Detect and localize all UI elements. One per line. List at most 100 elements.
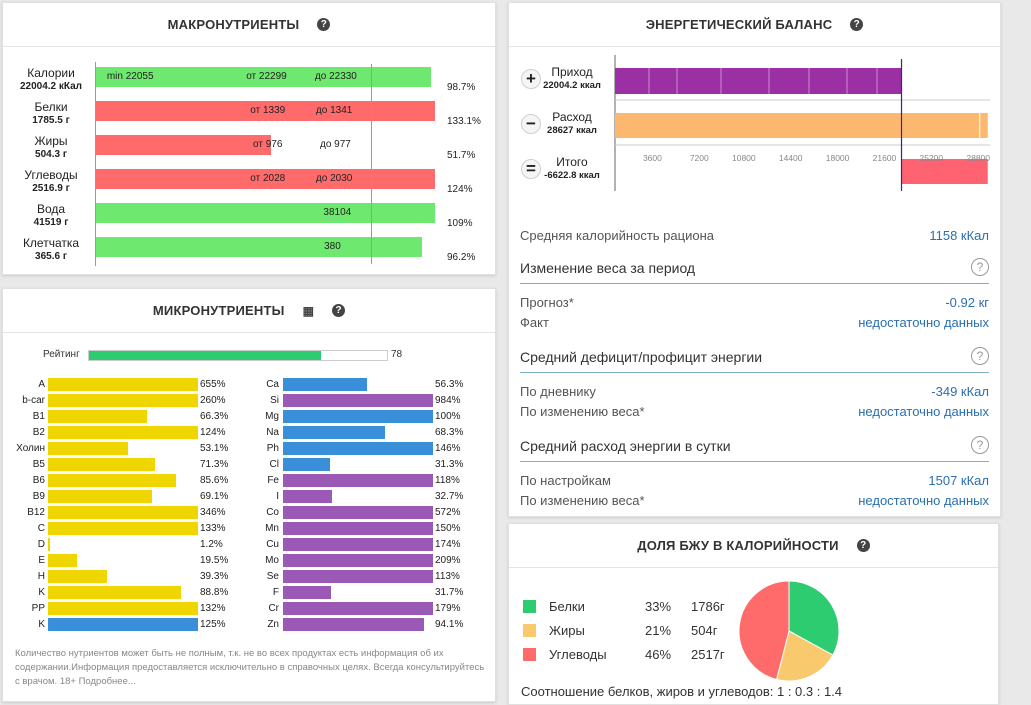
pfc-pie-chart (738, 580, 840, 682)
micro-name: Zn (267, 619, 279, 630)
micro-row: Se 113% (3, 570, 495, 583)
legend-percent: 33% (645, 599, 672, 614)
macro-target-label: от 22299 (246, 71, 287, 82)
micro-bar (48, 506, 198, 519)
micro-row: C 133% (3, 522, 495, 535)
micro-name: H (37, 571, 45, 582)
micro-value: 69.1% (200, 491, 229, 502)
help-circle-icon[interactable]: ? (971, 347, 989, 365)
section-row-value: недостаточно данных (858, 493, 989, 508)
micro-name: Ph (266, 443, 279, 454)
micro-bar (48, 570, 107, 583)
energy-title-bar: ЭНЕРГЕТИЧЕСКИЙ БАЛАНС ? (509, 3, 1000, 47)
help-icon[interactable]: ? (332, 304, 346, 317)
macro-amount: 2516.9 г (32, 183, 70, 194)
micro-value: 68.3% (435, 427, 464, 438)
pie-slice (775, 630, 834, 682)
micro-name: B6 (32, 475, 45, 486)
micro-bar (48, 474, 177, 487)
micro-bar (283, 618, 425, 631)
macro-row: Вода 41519 г 38104 109% (3, 196, 495, 230)
equals-icon: = (521, 159, 541, 179)
micro-row: B6 85.6% (3, 474, 495, 487)
micro-bar (283, 538, 433, 551)
macro-target-label: от 976 (253, 139, 283, 150)
section-header: Изменение веса за период? (520, 258, 989, 284)
micro-row: Si 984% (3, 394, 495, 407)
micro-row: Холин 53.1% (3, 442, 495, 455)
micro-name: A (38, 379, 45, 390)
micro-row: B9 69.1% (3, 490, 495, 503)
section-row-value: 1507 кКал (928, 473, 989, 488)
micro-value: 132% (200, 603, 226, 614)
micronutrients-panel: МИКРОНУТРИЕНТЫ ▦ ? Рейтинг 78 A 655% b-car… (2, 288, 496, 702)
micro-bar (48, 538, 50, 551)
help-icon[interactable]: ? (317, 18, 331, 31)
micro-value: 32.7% (435, 491, 464, 502)
micro-row: K 125% (3, 618, 495, 631)
table-icon[interactable]: ▦ (302, 303, 315, 318)
section-row: По настройкам 1507 кКал (520, 473, 989, 491)
micro-name: I (276, 491, 279, 502)
pfc-share-panel: ДОЛЯ БЖУ В КАЛОРИЙНОСТИ ? Белки 33% 1786г Ж… (508, 523, 999, 705)
micro-bar (283, 570, 433, 583)
section-row: По изменению веса* недостаточно данных (520, 404, 989, 422)
micro-name: Холин (16, 443, 45, 454)
help-circle-icon[interactable]: ? (971, 436, 989, 454)
energy-tick-label: 10800 (732, 153, 756, 163)
macro-label: Белки 1785.5 г (9, 101, 93, 127)
micro-bar (48, 522, 198, 535)
avg-calorie-value: 1158 кКал (929, 228, 989, 243)
help-circle-icon[interactable]: ? (971, 258, 989, 276)
macro-percent: 98.7% (447, 82, 476, 93)
help-icon[interactable]: ? (856, 539, 870, 552)
micro-row: Mn 150% (3, 522, 495, 535)
micro-value: 31.3% (435, 459, 464, 470)
micro-value: 88.8% (200, 587, 229, 598)
micro-name: PP (31, 603, 45, 614)
energy-chart: 3600 7200 10800 14400 18000 21600 25200 28800 (614, 55, 990, 191)
micro-bar (48, 394, 198, 407)
micro-value: 100% (435, 411, 461, 422)
section-row-label: По настройкам (520, 473, 611, 488)
micro-row: Na 68.3% (3, 426, 495, 439)
pfc-ratio: Соотношение белков, жиров и углеводов: 1… (521, 684, 843, 699)
micro-row: D 1.2% (3, 538, 495, 551)
micro-value: 56.3% (435, 379, 464, 390)
micro-row: F 31.7% (3, 586, 495, 599)
avg-calorie-label: Средняя калорийность рациона (520, 228, 714, 243)
micro-row: B2 124% (3, 426, 495, 439)
micro-name: Ca (266, 379, 279, 390)
micro-value: 53.1% (200, 443, 229, 454)
micro-value: 179% (435, 603, 461, 614)
micro-row: B1 66.3% (3, 410, 495, 423)
micro-row: K 88.8% (3, 586, 495, 599)
macro-name: Клетчатка (22, 236, 80, 250)
section-row-label: По изменению веса* (520, 404, 645, 419)
macro-bar (95, 169, 435, 189)
micro-value: 572% (435, 507, 461, 518)
micro-bar (283, 554, 433, 567)
micro-bar (48, 554, 78, 567)
macro-percent: 124% (447, 184, 473, 195)
macro-amount: 22004.2 кКал (19, 81, 83, 92)
macro-label: Углеводы 2516.9 г (9, 169, 93, 195)
micro-bar (48, 586, 182, 599)
energy-tick-label: 3600 (643, 153, 662, 163)
legend-percent: 21% (645, 623, 672, 638)
micro-name: b-car (22, 395, 45, 406)
expense-bar (615, 113, 988, 138)
help-icon[interactable]: ? (850, 18, 864, 31)
micro-name: Cl (269, 459, 279, 470)
macro-amount: 365.6 г (35, 251, 67, 262)
micro-row: Cr 179% (3, 602, 495, 615)
micro-name: E (38, 555, 45, 566)
micro-value: 94.1% (435, 619, 464, 630)
macro-amount: 1785.5 г (32, 115, 70, 126)
micro-name: B9 (32, 491, 45, 502)
pie-slice (738, 580, 790, 681)
rating-track (88, 350, 388, 361)
energy-tick-label: 7200 (690, 153, 709, 163)
energy-tick-label: 21600 (873, 153, 897, 163)
legend-percent: 46% (645, 647, 672, 662)
